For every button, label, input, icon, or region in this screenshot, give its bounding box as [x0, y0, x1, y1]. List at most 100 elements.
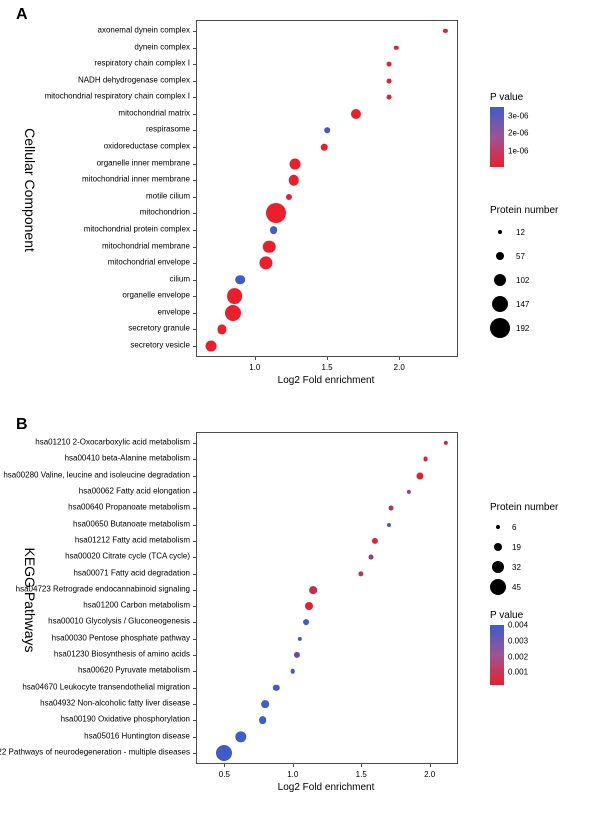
y-tick: [193, 720, 197, 721]
y-tick: [193, 655, 197, 656]
data-point: [387, 523, 391, 527]
row-label: oxidoreductase complex: [104, 142, 190, 151]
size-legend-title: Protein number: [490, 502, 558, 513]
x-tick-label: 1.0: [287, 770, 298, 779]
data-point: [286, 194, 292, 200]
y-tick: [193, 476, 197, 477]
y-tick: [193, 180, 197, 181]
x-tick: [430, 763, 431, 767]
data-point: [387, 78, 392, 83]
y-tick: [193, 541, 197, 542]
row-label: hsa00280 Valine, leucine and isoleucine …: [3, 470, 190, 479]
data-point: [266, 203, 286, 223]
row-label: hsa00410 beta-Alanine metabolism: [65, 454, 190, 463]
color-legend-title: P value: [490, 610, 523, 621]
color-bar-tick: 0.001: [508, 668, 528, 677]
x-axis-label-B: Log2 Fold enrichment: [278, 782, 375, 793]
row-label: envelope: [158, 307, 190, 316]
data-point: [290, 669, 295, 674]
data-point: [407, 490, 411, 494]
y-tick: [193, 459, 197, 460]
data-point: [443, 29, 447, 33]
y-tick: [193, 31, 197, 32]
row-label: hsa01210 2-Oxocarboxylic acid metabolism: [35, 438, 190, 447]
y-tick: [193, 753, 197, 754]
data-point: [297, 637, 301, 641]
color-bar: 0.0040.0030.0020.001: [490, 625, 504, 685]
y-tick: [193, 508, 197, 509]
size-legend-title: Protein number: [490, 205, 558, 216]
size-legend-row: 192: [490, 316, 558, 340]
y-tick: [193, 639, 197, 640]
plotA-frame: 1.01.52.0: [196, 20, 458, 357]
x-tick: [399, 356, 400, 360]
row-label: hsa00640 Propanoate metabolism: [68, 503, 190, 512]
size-legend-label: 147: [516, 300, 529, 309]
data-point: [372, 538, 378, 544]
color-legend-B: P value 0.0040.0030.0020.001: [490, 610, 523, 685]
row-label: mitochondrial envelope: [108, 258, 190, 267]
size-legend-dot: [494, 543, 502, 551]
row-label: organelle inner membrane: [97, 158, 190, 167]
color-bar-tick: 2e-06: [508, 129, 528, 138]
data-point: [289, 175, 299, 185]
row-label: hsa04932 Non-alcoholic fatty liver disea…: [40, 699, 190, 708]
size-legend-row: 6: [490, 517, 558, 537]
data-point: [294, 652, 300, 658]
row-label: mitochondrial matrix: [118, 108, 190, 117]
row-label: NADH dehydrogenase complex: [78, 75, 190, 84]
color-bar-tick: 0.004: [508, 621, 528, 630]
y-tick: [193, 230, 197, 231]
row-label: hsa01230 Biosynthesis of amino acids: [54, 650, 190, 659]
y-tick: [193, 296, 197, 297]
x-tick: [361, 763, 362, 767]
row-label: secretory granule: [128, 324, 190, 333]
x-tick-label: 2.0: [424, 770, 435, 779]
y-tick: [193, 704, 197, 705]
x-tick-label: 1.5: [356, 770, 367, 779]
data-point: [423, 457, 428, 462]
y-tick: [193, 164, 197, 165]
data-point: [236, 275, 246, 285]
data-point: [262, 700, 270, 708]
size-legend-label: 32: [512, 563, 521, 572]
size-legend-row: 12: [490, 220, 558, 244]
y-tick: [193, 247, 197, 248]
size-legend-dot: [496, 525, 500, 529]
row-label: mitochondrion: [140, 208, 190, 217]
row-label: mitochondrial membrane: [102, 241, 190, 250]
data-point: [290, 158, 301, 169]
row-label: hsa00062 Fatty acid elongation: [79, 486, 190, 495]
y-tick: [193, 130, 197, 131]
size-legend-label: 102: [516, 276, 529, 285]
size-legend-label: 192: [516, 324, 529, 333]
row-label: hsa00010 Glycolysis / Gluconeogenesis: [48, 617, 190, 626]
y-tick: [193, 313, 197, 314]
y-tick: [193, 671, 197, 672]
data-point: [444, 441, 448, 445]
size-legend-row: 32: [490, 557, 558, 577]
data-point: [359, 571, 364, 576]
color-legend-A: P value3e-062e-061e-06: [490, 92, 523, 167]
axis-title-B: KEGG Pathways: [22, 547, 38, 652]
y-tick: [193, 48, 197, 49]
x-tick-label: 2.0: [394, 363, 405, 372]
y-tick: [193, 97, 197, 98]
x-tick: [255, 356, 256, 360]
y-tick: [193, 443, 197, 444]
size-legend-label: 12: [516, 228, 525, 237]
row-label: hsa05022 Pathways of neurodegeneration -…: [0, 748, 190, 757]
data-point: [217, 325, 226, 334]
size-legend-dot: [490, 318, 510, 338]
data-point: [260, 257, 273, 270]
x-tick: [293, 763, 294, 767]
y-tick: [193, 346, 197, 347]
figure: A B Cellular Component KEGG Pathways 1.0…: [0, 0, 600, 819]
data-point: [263, 240, 276, 253]
data-point: [351, 109, 361, 119]
data-point: [270, 226, 278, 234]
row-label: dynein complex: [134, 42, 190, 51]
data-point: [235, 731, 246, 742]
row-label: mitochondrial inner membrane: [82, 175, 190, 184]
row-label: hsa01200 Carbon metabolism: [83, 601, 190, 610]
